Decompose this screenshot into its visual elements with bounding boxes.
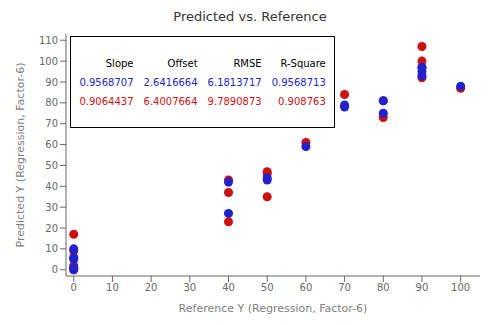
svg-text:30: 30 xyxy=(45,202,58,213)
svg-text:80: 80 xyxy=(377,282,390,293)
svg-text:100: 100 xyxy=(39,56,58,67)
html-text:2.6416664: 2.6416664 xyxy=(143,76,198,88)
svg-text:60: 60 xyxy=(45,139,58,150)
html-text:6.1813717: 6.1813717 xyxy=(207,76,262,88)
html-text:R-Square: R-Square xyxy=(280,57,326,69)
html-text:Predicted vs. Reference: Predicted vs. Reference xyxy=(173,9,327,24)
svg-text:70: 70 xyxy=(338,282,351,293)
svg-text:90: 90 xyxy=(45,77,58,88)
html-text:0.9568707: 0.9568707 xyxy=(79,76,134,88)
html-text:0.9568713: 0.9568713 xyxy=(271,76,326,88)
svg-text:Reference Y (Regression, Facto: Reference Y (Regression, Factor-6) xyxy=(179,302,368,315)
svg-text:20: 20 xyxy=(45,223,58,234)
svg-text:110: 110 xyxy=(39,35,58,46)
svg-text:80: 80 xyxy=(45,97,58,108)
svg-text:0: 0 xyxy=(52,264,58,275)
svg-text:50: 50 xyxy=(45,160,58,171)
html-text:0.9064437: 0.9064437 xyxy=(79,95,134,107)
svg-text:30: 30 xyxy=(183,282,196,293)
svg-text:0: 0 xyxy=(71,282,77,293)
svg-text:Predicted Y (Regression, Facto: Predicted Y (Regression, Factor-6) xyxy=(14,62,27,247)
svg-text:10: 10 xyxy=(45,243,58,254)
svg-text:10: 10 xyxy=(106,282,119,293)
html-text:Offset: Offset xyxy=(167,57,198,69)
svg-text:90: 90 xyxy=(416,282,429,293)
svg-text:60: 60 xyxy=(300,282,313,293)
html-text:RMSE: RMSE xyxy=(233,57,262,69)
html-text:9.7890873: 9.7890873 xyxy=(207,95,262,107)
svg-text:40: 40 xyxy=(222,282,235,293)
svg-text:70: 70 xyxy=(45,118,58,129)
html-text:0.908763: 0.908763 xyxy=(278,95,326,107)
html-text:6.4007664: 6.4007664 xyxy=(143,95,198,107)
svg-text:40: 40 xyxy=(45,181,58,192)
svg-text:100: 100 xyxy=(451,282,470,293)
html-text:Slope: Slope xyxy=(105,57,134,69)
svg-text:20: 20 xyxy=(145,282,158,293)
svg-text:50: 50 xyxy=(261,282,274,293)
